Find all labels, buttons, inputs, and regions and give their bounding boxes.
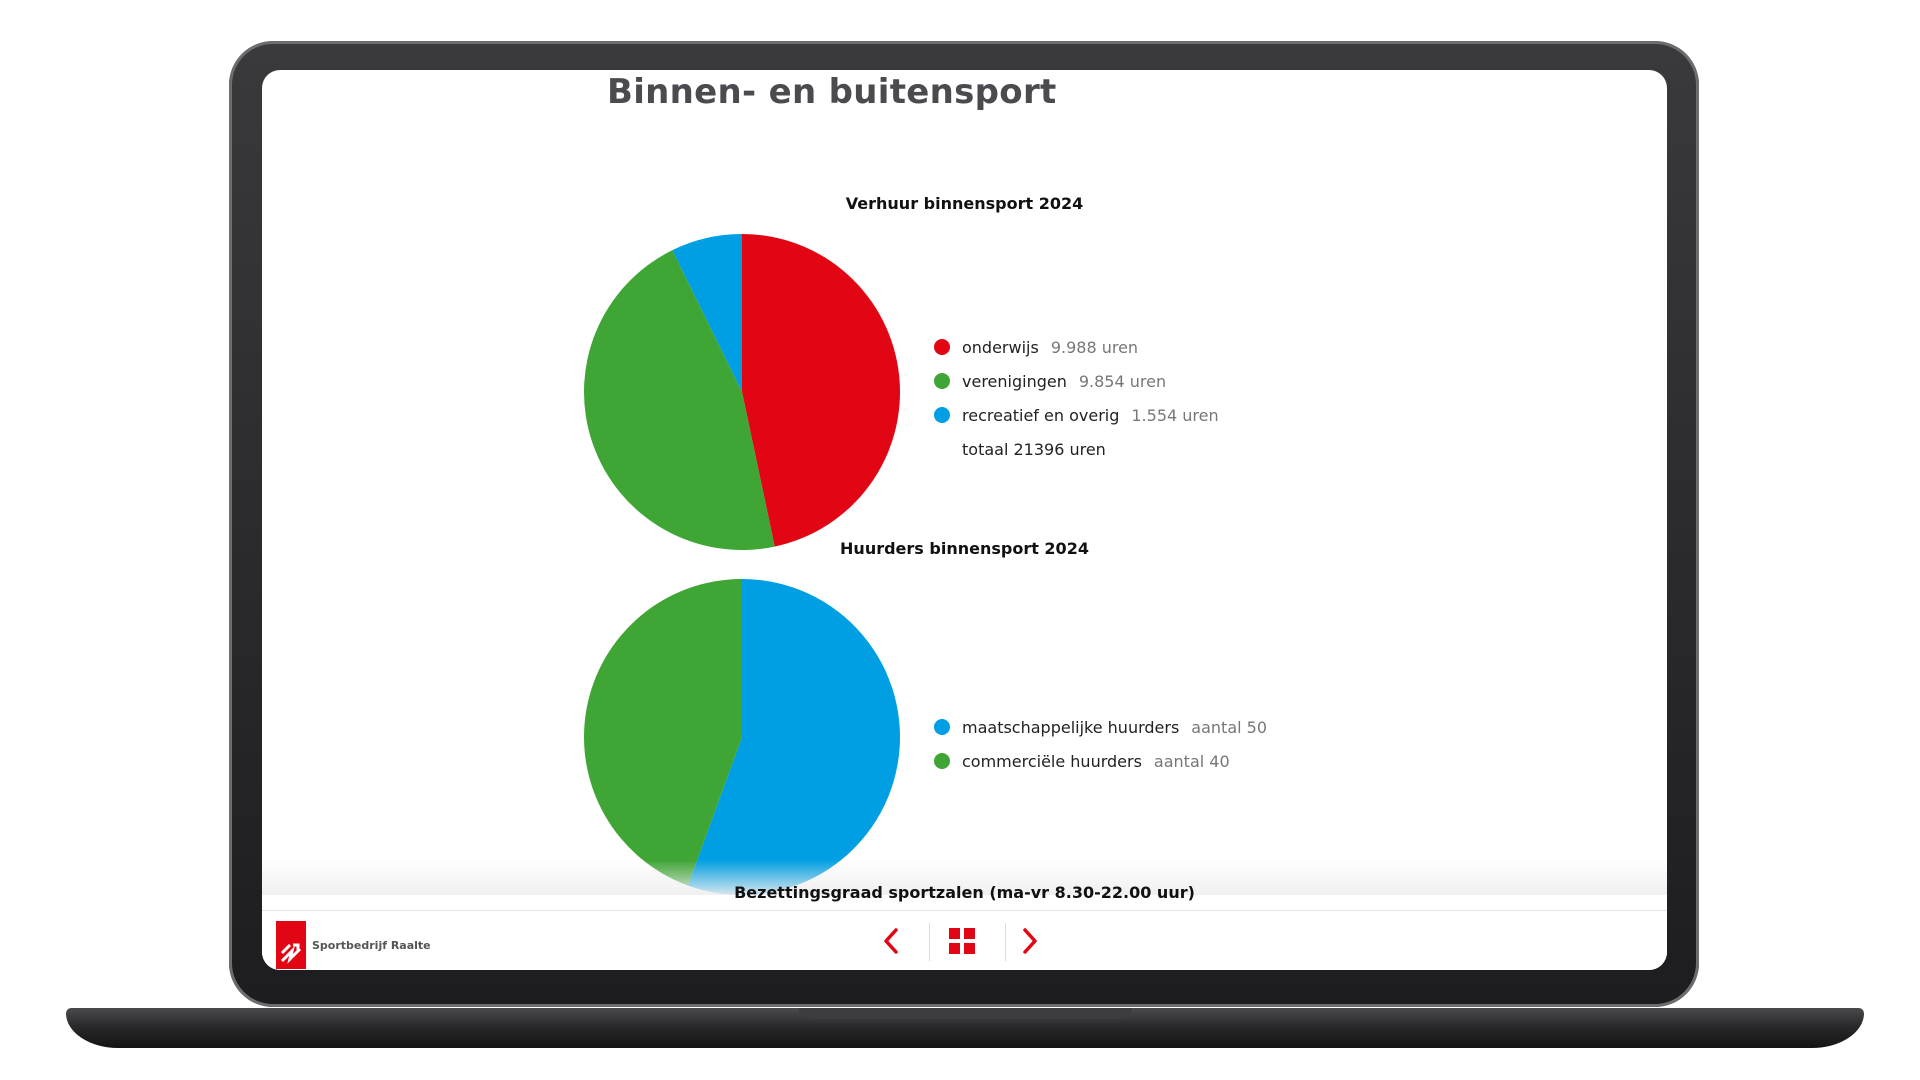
overview-button[interactable] <box>944 925 980 957</box>
legend-item-maatschappelijk: maatschappelijke huurders aantal 50 <box>934 710 1267 744</box>
legend-label: onderwijs <box>962 337 1039 357</box>
legend-value: 9.854 uren <box>1078 371 1167 391</box>
chevron-right-icon <box>1023 928 1037 954</box>
legend-dot-red <box>934 339 950 355</box>
legend-total: totaal 21396 uren <box>934 432 1219 466</box>
chart-title-huurders: Huurders binnensport 2024 <box>840 539 1089 558</box>
legend-huurders: maatschappelijke huurders aantal 50 comm… <box>934 710 1267 778</box>
legend-item-commercieel: commerciële huurders aantal 40 <box>934 744 1267 778</box>
legend-item-recreatief: recreatief en overig 1.554 uren <box>934 398 1219 432</box>
pie-slice-maatschappelijke-huurders <box>687 579 900 895</box>
legend-item-onderwijs: onderwijs 9.988 uren <box>934 330 1219 364</box>
legend-dot-blue <box>934 407 950 423</box>
legend-label: maatschappelijke huurders <box>962 717 1180 737</box>
legend-item-verenigingen: verenigingen 9.854 uren <box>934 364 1219 398</box>
pie-slice-verenigingen <box>584 250 775 550</box>
chart-title-verhuur: Verhuur binnensport 2024 <box>845 194 1084 213</box>
sportbedrijf-raalte-logo-icon <box>276 921 306 969</box>
chart-title-bezetting: Bezettingsgraad sportzalen (ma-vr 8.30-2… <box>734 883 1195 902</box>
legend-dot-green <box>934 373 950 389</box>
legend-value: 9.988 uren <box>1050 337 1139 357</box>
nav-divider <box>1005 923 1006 961</box>
legend-label: recreatief en overig <box>962 405 1120 425</box>
legend-dot-green <box>934 753 950 769</box>
legend-value: aantal 40 <box>1153 751 1230 771</box>
legend-label: verenigingen <box>962 371 1067 391</box>
pie-chart-huurders <box>584 579 900 895</box>
chevron-left-icon <box>884 928 898 954</box>
logo[interactable]: Sportbedrijf Raalte <box>276 921 431 969</box>
pie-slice-recreatief-en-overig <box>672 234 742 392</box>
previous-button[interactable] <box>873 925 909 957</box>
legend-verhuur: onderwijs 9.988 uren verenigingen 9.854 … <box>934 330 1219 466</box>
legend-value: 1.554 uren <box>1131 405 1219 425</box>
pie-slice-commerci-le-huurders <box>584 579 742 886</box>
page-title: Binnen- en buitensport <box>607 72 1057 112</box>
pie-chart-verhuur <box>584 234 901 550</box>
screen: Binnen- en buitensport Verhuur binnenspo… <box>262 70 1667 970</box>
nav-divider <box>929 923 930 961</box>
logo-text: Sportbedrijf Raalte <box>312 938 431 952</box>
legend-label: commerciële huurders <box>962 751 1142 771</box>
footer-bar: Sportbedrijf Raalte <box>262 910 1667 970</box>
legend-value: aantal 50 <box>1191 717 1268 737</box>
legend-dot-blue <box>934 719 950 735</box>
pie-slice-onderwijs <box>742 234 901 547</box>
grid-icon <box>949 928 975 954</box>
total-text: totaal 21396 uren <box>962 439 1106 459</box>
next-button[interactable] <box>1012 925 1048 957</box>
laptop-notch <box>799 1008 1132 1019</box>
